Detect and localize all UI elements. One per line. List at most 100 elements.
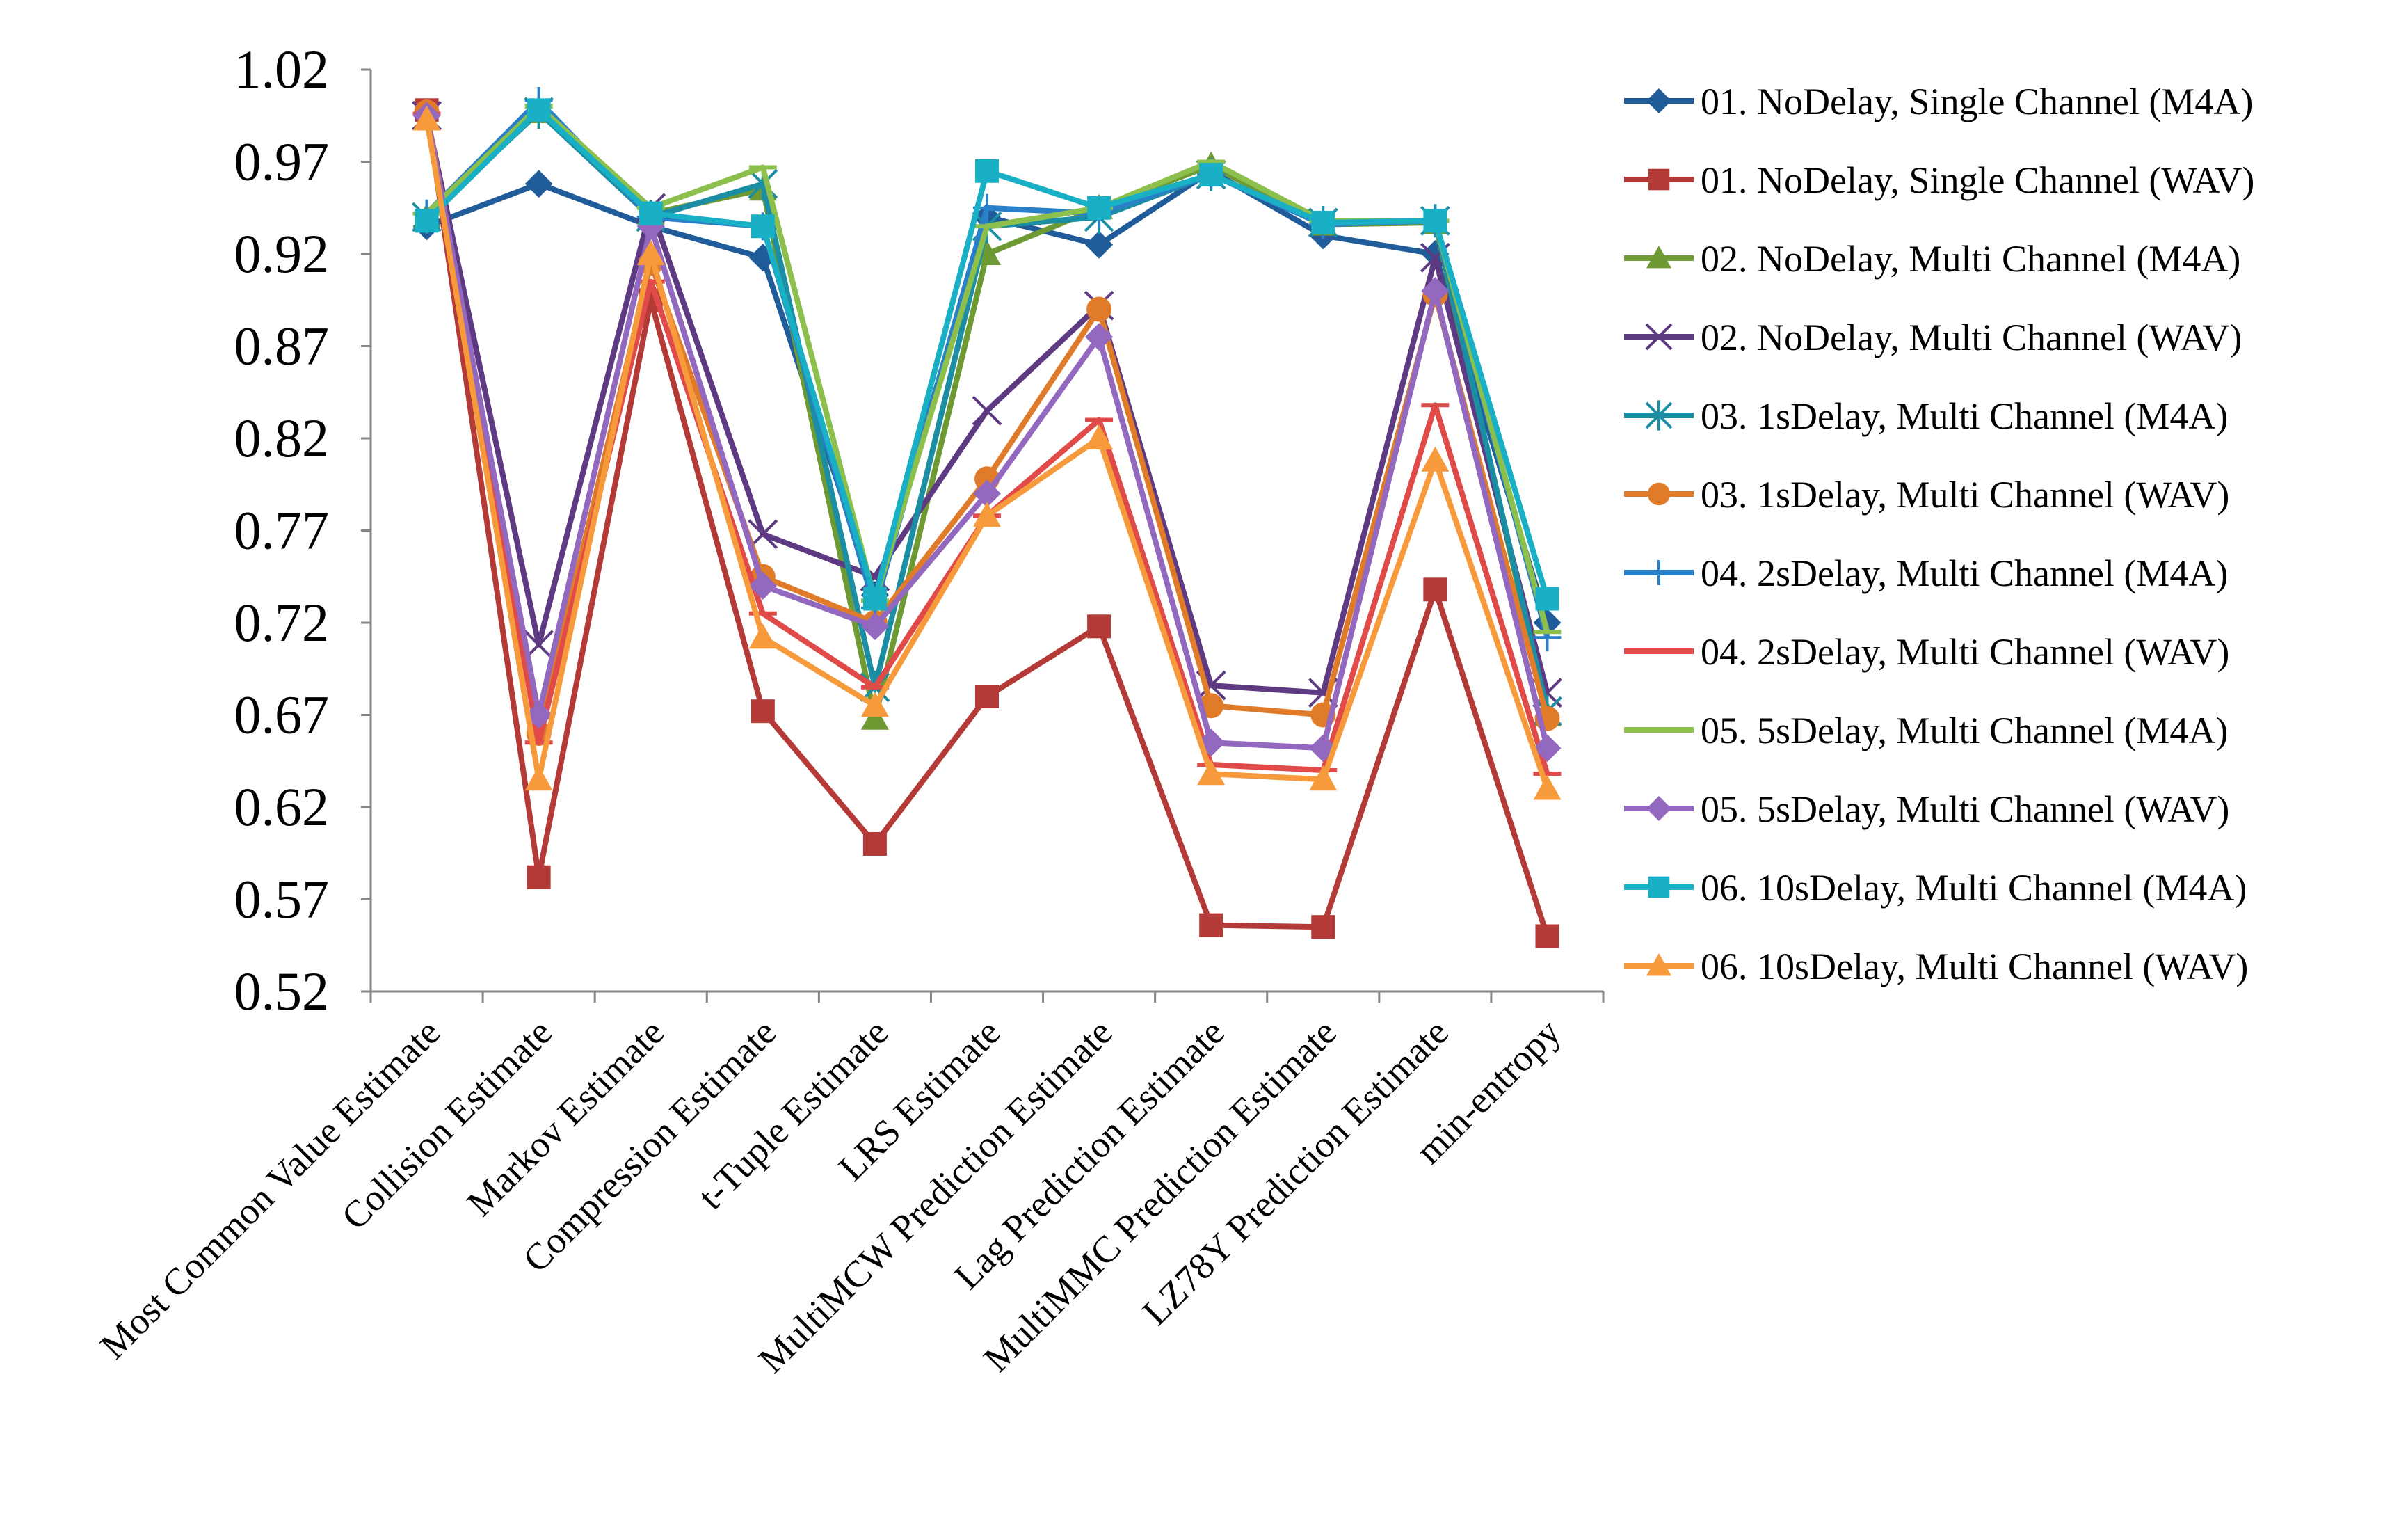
y-tick-label: 0.97 (234, 132, 330, 192)
axes: 1.02 0.97 0.92 0.87 0.82 0.77 0.72 0.67 0.62 0.57… (234, 39, 1605, 1021)
data-point (415, 209, 439, 233)
y-tick-label: 0.72 (234, 592, 330, 653)
data-point (973, 479, 1001, 508)
data-point (1535, 587, 1559, 611)
data-point (527, 865, 551, 889)
legend: 01. NoDelay, Single Channel (M4A) 01. NoD… (1624, 81, 2254, 987)
data-point (1087, 614, 1111, 639)
legend-label: 05. 5sDelay, Multi Channel (WAV) (1701, 788, 2229, 830)
data-point (1646, 796, 1671, 821)
series-12 (412, 105, 1562, 800)
data-point (636, 240, 665, 265)
data-point (1646, 953, 1671, 976)
legend-label: 06. 10sDelay, Multi Channel (WAV) (1701, 946, 2248, 987)
data-point (1645, 323, 1673, 351)
data-point (860, 692, 889, 717)
data-point (1648, 876, 1670, 898)
data-point (1647, 482, 1671, 506)
legend-item: 06. 10sDelay, Multi Channel (M4A) (1624, 867, 2247, 909)
data-point (1533, 774, 1562, 800)
category-label: Collision Estimate (333, 1011, 560, 1238)
series-layer (412, 87, 1562, 948)
legend-item: 02. NoDelay, Multi Channel (M4A) (1624, 238, 2240, 280)
legend-label: 02. NoDelay, Multi Channel (M4A) (1701, 238, 2240, 280)
legend-item: 04. 2sDelay, Multi Channel (M4A) (1624, 552, 2228, 594)
data-point (1309, 765, 1338, 791)
y-tick-label: 0.82 (234, 408, 330, 468)
legend-item: 01. NoDelay, Single Channel (M4A) (1624, 81, 2253, 122)
legend-label: 05. 5sDelay, Multi Channel (M4A) (1701, 710, 2228, 751)
y-tick-label: 0.87 (234, 316, 330, 376)
data-point (1646, 88, 1671, 113)
data-point (751, 699, 775, 724)
data-point (860, 704, 889, 730)
data-point (975, 159, 999, 183)
legend-item: 02. NoDelay, Multi Channel (WAV) (1624, 317, 2242, 358)
data-point (1645, 400, 1673, 431)
data-point (748, 623, 777, 649)
y-tick-label: 1.02 (234, 39, 330, 99)
data-point (748, 572, 777, 600)
data-point (1311, 210, 1335, 234)
data-point (639, 201, 663, 225)
category-label: t-Tuple Estimate (690, 1011, 897, 1218)
data-point (1199, 163, 1223, 187)
data-point (524, 765, 553, 791)
legend-label: 02. NoDelay, Multi Channel (WAV) (1701, 317, 2242, 358)
legend-item: 06. 10sDelay, Multi Channel (WAV) (1624, 946, 2248, 987)
series-line (424, 104, 1550, 633)
data-point (1533, 734, 1562, 763)
data-point (975, 685, 999, 708)
data-point (1087, 196, 1111, 220)
legend-label: 01. NoDelay, Single Channel (WAV) (1701, 159, 2254, 201)
data-point (1085, 230, 1114, 259)
legend-label: 04. 2sDelay, Multi Channel (WAV) (1701, 631, 2229, 673)
legend-item: 03. 1sDelay, Multi Channel (M4A) (1624, 395, 2228, 437)
data-point (751, 214, 775, 239)
data-point (862, 832, 887, 856)
legend-label: 03. 1sDelay, Multi Channel (WAV) (1701, 474, 2229, 516)
data-point (1646, 560, 1671, 585)
legend-label: 01. NoDelay, Single Channel (M4A) (1701, 81, 2253, 122)
legend-item: 01. NoDelay, Single Channel (WAV) (1624, 159, 2254, 201)
data-point (1421, 446, 1450, 472)
series-4 (412, 100, 1562, 708)
data-point (1423, 577, 1447, 602)
legend-item: 05. 5sDelay, Multi Channel (M4A) (1624, 710, 2228, 751)
y-tick-label: 0.67 (234, 685, 330, 745)
y-tick-label: 0.62 (234, 776, 330, 837)
y-tick-label: 0.92 (234, 223, 330, 284)
data-point (860, 612, 889, 641)
data-point (1311, 915, 1335, 939)
data-point (1646, 246, 1671, 269)
data-point (1085, 424, 1114, 449)
data-point (972, 395, 1002, 426)
y-tick-label: 0.57 (234, 869, 330, 930)
series-11 (415, 98, 1559, 611)
data-point (524, 170, 553, 198)
legend-item: 05. 5sDelay, Multi Channel (WAV) (1624, 788, 2229, 830)
legend-item: 03. 1sDelay, Multi Channel (WAV) (1624, 474, 2229, 516)
data-point (862, 587, 887, 611)
data-point (1423, 209, 1447, 233)
legend-item: 04. 2sDelay, Multi Channel (WAV) (1624, 631, 2229, 673)
legend-label: 03. 1sDelay, Multi Channel (M4A) (1701, 395, 2228, 437)
data-point (973, 502, 1001, 527)
legend-label: 04. 2sDelay, Multi Channel (M4A) (1701, 552, 2228, 594)
y-tick-label: 0.52 (234, 961, 330, 1021)
data-point (1086, 296, 1112, 322)
y-tick-label: 0.77 (234, 500, 330, 561)
data-point (1085, 323, 1114, 351)
data-point (1648, 168, 1670, 191)
category-label: Markov Estimate (459, 1011, 672, 1224)
data-point (1535, 924, 1559, 948)
data-point (1199, 913, 1223, 937)
data-point (1421, 277, 1450, 305)
data-point (527, 98, 551, 122)
legend-label: 06. 10sDelay, Multi Channel (M4A) (1701, 867, 2247, 909)
data-point (412, 105, 441, 131)
data-point (1197, 760, 1226, 786)
